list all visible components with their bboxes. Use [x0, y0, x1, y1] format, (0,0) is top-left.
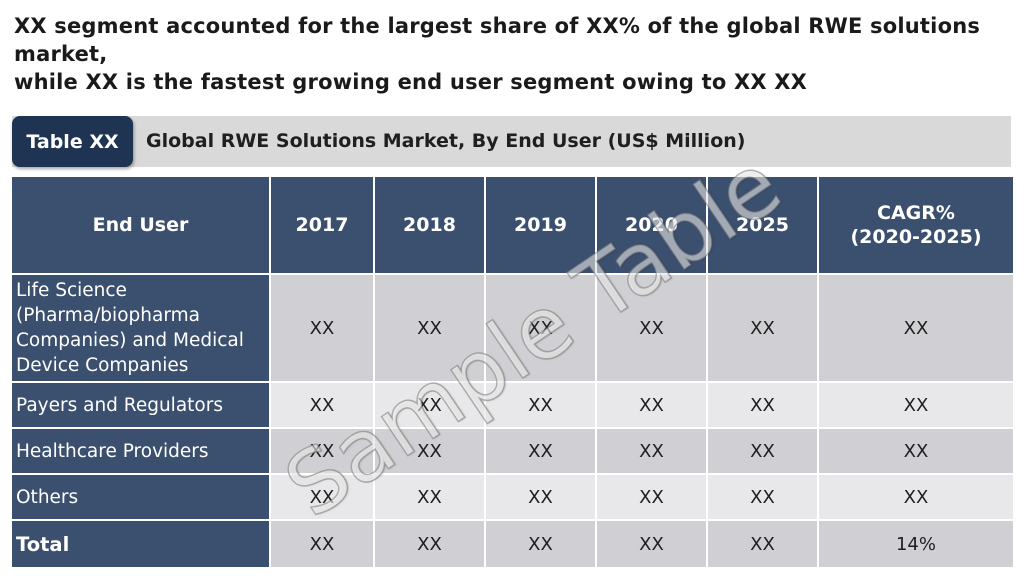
table-number-tag: Table XX	[12, 116, 133, 167]
cell-value: XX	[708, 383, 819, 429]
row-label-line: (Pharma/biopharma	[16, 305, 200, 326]
row-label-line: Others	[16, 486, 79, 508]
cell-value: XX	[375, 429, 486, 475]
cell-value: XX	[708, 429, 819, 475]
row-label: Others	[12, 475, 271, 521]
cell-value: XX	[597, 475, 708, 521]
header-end-user: End User	[12, 177, 271, 275]
table-row: Life Science (Pharma/biopharma Companies) …	[12, 275, 1013, 383]
cell-value: XX	[271, 429, 375, 475]
header-2017: 2017	[271, 177, 375, 275]
cell-value: XX	[819, 429, 1013, 475]
header-cagr-line-2: (2020-2025)	[850, 226, 982, 248]
row-label-line: Companies) and Medical	[16, 330, 244, 351]
market-table: End User 2017 2018 2019 2020 2025 CAGR% …	[12, 177, 1013, 569]
cell-value: XX	[597, 275, 708, 383]
table-caption-bar	[12, 116, 1011, 167]
cell-value: XX	[708, 475, 819, 521]
headline-line-2: while XX is the fastest growing end user…	[14, 70, 808, 94]
table-row-total: Total XX XX XX XX XX 14%	[12, 521, 1013, 569]
cell-value: XX	[486, 521, 597, 569]
row-label: Payers and Regulators	[12, 383, 271, 429]
cell-value: XX	[375, 475, 486, 521]
cell-value: XX	[271, 383, 375, 429]
row-label-line: Healthcare Providers	[16, 440, 209, 462]
row-label: Life Science (Pharma/biopharma Companies) …	[12, 275, 271, 383]
cell-value: XX	[375, 275, 486, 383]
cell-value: XX	[486, 275, 597, 383]
header-2019: 2019	[486, 177, 597, 275]
row-label-line: Device Companies	[16, 355, 189, 376]
cell-value: XX	[486, 475, 597, 521]
header-cagr-line-1: CAGR%	[877, 202, 955, 224]
cell-value: XX	[597, 521, 708, 569]
cell-value: 14%	[819, 521, 1013, 569]
table-row: Payers and Regulators XX XX XX XX XX XX	[12, 383, 1013, 429]
table-caption-title: Global RWE Solutions Market, By End User…	[146, 130, 746, 152]
cell-value: XX	[597, 429, 708, 475]
cell-value: XX	[708, 275, 819, 383]
header-cagr: CAGR% (2020-2025)	[819, 177, 1013, 275]
cell-value: XX	[271, 475, 375, 521]
cell-value: XX	[375, 383, 486, 429]
cell-value: XX	[819, 475, 1013, 521]
row-label: Healthcare Providers	[12, 429, 271, 475]
cell-value: XX	[819, 383, 1013, 429]
table-row: Healthcare Providers XX XX XX XX XX XX	[12, 429, 1013, 475]
cell-value: XX	[819, 275, 1013, 383]
cell-value: XX	[271, 275, 375, 383]
cell-value: XX	[271, 521, 375, 569]
headline: XX segment accounted for the largest sha…	[14, 12, 1014, 96]
table-row: Others XX XX XX XX XX XX	[12, 475, 1013, 521]
table-header-row: End User 2017 2018 2019 2020 2025 CAGR% …	[12, 177, 1013, 275]
cell-value: XX	[375, 521, 486, 569]
cell-value: XX	[486, 383, 597, 429]
row-label-line: Payers and Regulators	[16, 394, 223, 416]
headline-line-1: XX segment accounted for the largest sha…	[14, 14, 981, 66]
cell-value: XX	[597, 383, 708, 429]
row-label-line: Life Science	[16, 280, 127, 301]
header-2018: 2018	[375, 177, 486, 275]
cell-value: XX	[486, 429, 597, 475]
header-2025: 2025	[708, 177, 819, 275]
cell-value: XX	[708, 521, 819, 569]
row-label: Total	[12, 521, 271, 569]
row-label-line: Total	[16, 532, 70, 556]
header-2020: 2020	[597, 177, 708, 275]
